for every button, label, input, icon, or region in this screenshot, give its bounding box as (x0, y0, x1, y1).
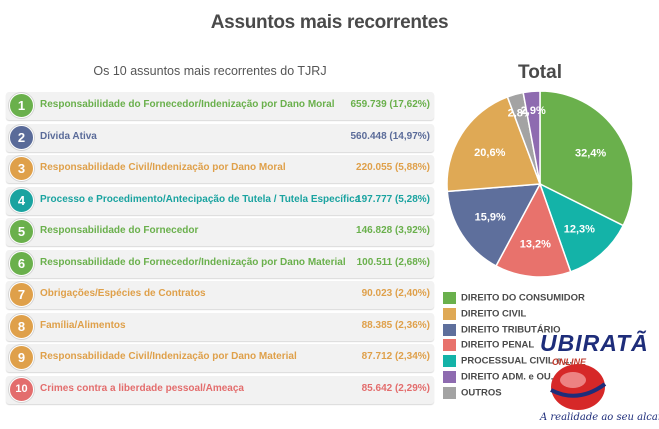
rank-number: 3 (9, 156, 34, 181)
legend-swatch (443, 339, 456, 352)
legend-item: OUTROS (443, 386, 585, 400)
legend-item: PROCESSUAL CIVIL e ... (443, 355, 585, 368)
ranking-row: 3 Responsabilidade Civil/Indenização por … (6, 155, 434, 183)
pie-slice-label: 15,9% (475, 212, 506, 224)
pie-slice (446, 95, 542, 193)
rank-value: 100.511 (2,68%) (356, 256, 430, 268)
rank-number: 8 (9, 313, 34, 339)
rank-label: Dívida Ativa (40, 130, 97, 142)
ranking-row: 5 Responsabilidade do Fornecedor 146.828 (… (6, 218, 434, 246)
pie-legend: DIREITO DO CONSUMIDOR DIREITO CIVIL DIREIT… (443, 292, 585, 403)
rank-number: 9 (9, 345, 34, 370)
ranking-row: 2 Dívida Ativa 560.448 (14,97%) (6, 123, 434, 152)
rank-value: 87.712 (2,34%) (361, 351, 430, 362)
pie-slice-label: 20,6% (474, 147, 505, 159)
legend-label: DIREITO CIVIL (461, 308, 527, 320)
rank-number: 10 (9, 376, 34, 402)
legend-item: DIREITO CIVIL (443, 307, 585, 321)
rank-label: Responsabilidade Civil/Indenização por D… (40, 162, 286, 173)
rank-label: Família/Alimentos (40, 319, 126, 331)
rank-number: 6 (9, 250, 34, 276)
legend-item: DIREITO TRIBUTÁRIO (443, 323, 585, 337)
rank-label: Obrigações/Espécies de Contratos (40, 288, 206, 299)
pie-slice (539, 90, 634, 227)
rank-value: 88.385 (2,36%) (361, 319, 430, 331)
ranking-row: 6 Responsabilidade do Fornecedor/Indeniza… (6, 249, 434, 278)
legend-label: PROCESSUAL CIVIL e ... (461, 355, 573, 367)
legend-swatch (443, 386, 456, 399)
legend-label: DIREITO ADM. e OU... (461, 371, 559, 383)
legend-swatch (443, 370, 456, 383)
legend-swatch (443, 323, 456, 336)
ranking-row: 9 Responsabilidade Civil/Indenização por … (6, 344, 434, 372)
legend-label: DIREITO TRIBUTÁRIO (461, 324, 561, 336)
watermark-brand: UBIRATÃ (540, 330, 649, 356)
legend-label: OUTROS (461, 387, 502, 399)
pie-slice (494, 182, 572, 278)
page-title: Assuntos mais recorrentes (210, 12, 449, 33)
rank-value: 197.777 (5,28%) (356, 193, 430, 205)
legend-swatch (443, 292, 456, 304)
rank-value: 560.448 (14,97%) (350, 130, 430, 142)
pie-slice (522, 90, 541, 185)
legend-item: DIREITO ADM. e OU... (443, 370, 585, 384)
legend-label: DIREITO PENAL (461, 339, 535, 351)
rank-number: 2 (9, 124, 34, 150)
pie-title: Total (518, 62, 562, 83)
watermark-tagline: A realidade ao seu alcance! (540, 412, 659, 423)
pie-slice-label: 32,4% (575, 148, 606, 160)
ranking-row: 1 Responsabilidade do Fornecedor/Indeniza… (6, 92, 434, 120)
ranking-row: 4 Processo e Procedimento/Antecipação de … (6, 186, 434, 215)
legend-item: DIREITO PENAL (443, 339, 585, 352)
rank-number: 1 (9, 93, 34, 118)
ubirata-watermark: UBIRATÃ ONLINE A realidade ao seu alcanc… (540, 330, 659, 428)
legend-label: DIREITO DO CONSUMIDOR (461, 292, 585, 304)
rank-value: 90.023 (2,40%) (361, 288, 430, 299)
rank-number: 4 (9, 187, 34, 213)
pie-slice-label: 12,3% (564, 224, 595, 236)
legend-item: DIREITO DO CONSUMIDOR (443, 292, 585, 305)
pie-slice (538, 182, 625, 273)
rank-number: 7 (9, 282, 34, 307)
rank-value: 85.642 (2,29%) (361, 382, 430, 394)
pie-slice-label: 2,9% (521, 105, 546, 117)
ranking-list: 1 Responsabilidade do Fornecedor/Indeniza… (6, 92, 434, 407)
rank-label: Responsabilidade do Fornecedor/Indenizaç… (40, 99, 335, 110)
ranking-row: 7 Obrigações/Espécies de Contratos 90.023 … (6, 281, 434, 309)
watermark-online: ONLINE (552, 357, 587, 367)
rank-number: 5 (9, 219, 34, 244)
legend-swatch (443, 355, 456, 368)
ranking-row: 8 Família/Alimentos 88.385 (2,36%) (6, 312, 434, 341)
rank-value: 659.739 (17,62%) (350, 99, 430, 110)
rank-label: Responsabilidade do Fornecedor/Indenizaç… (40, 256, 346, 268)
pie-slice-label: 13,2% (520, 238, 551, 250)
pie-slice (446, 183, 542, 267)
rank-value: 146.828 (3,92%) (356, 225, 430, 236)
red-ball-logo (550, 364, 607, 410)
pie-chart: 32,4%12,3%13,2%15,9%20,6%2,8%2,9% (446, 90, 634, 278)
rank-label: Processo e Procedimento/Antecipação de T… (40, 193, 361, 205)
ranking-title: Os 10 assuntos mais recorrentes do TJRJ (93, 64, 327, 78)
rank-label: Crimes contra a liberdade pessoal/Ameaça (40, 382, 244, 394)
rank-label: Responsabilidade Civil/Indenização por D… (40, 351, 297, 362)
rank-label: Responsabilidade do Fornecedor (40, 225, 199, 236)
ranking-row: 10 Crimes contra a liberdade pessoal/Amea… (6, 375, 434, 404)
legend-swatch (443, 307, 456, 320)
rank-value: 220.055 (5,88%) (356, 162, 430, 173)
